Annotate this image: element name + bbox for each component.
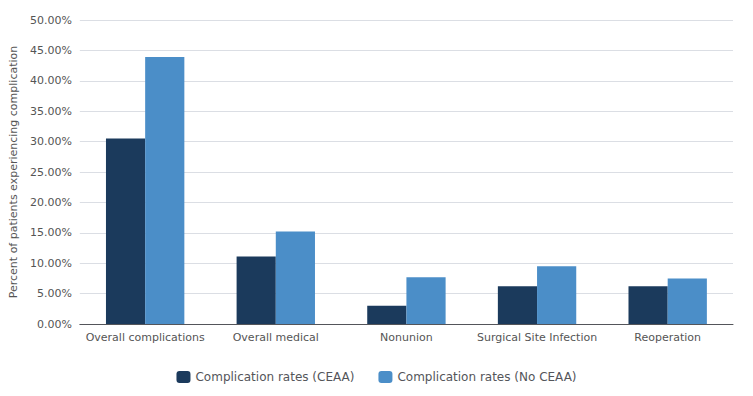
svg-text:Reoperation: Reoperation xyxy=(634,331,701,344)
svg-text:45.00%: 45.00% xyxy=(30,44,72,57)
svg-text:40.00%: 40.00% xyxy=(30,74,72,87)
svg-text:Overall medical: Overall medical xyxy=(233,331,319,344)
svg-text:35.00%: 35.00% xyxy=(30,105,72,118)
svg-text:50.00%: 50.00% xyxy=(30,14,72,27)
svg-text:25.00%: 25.00% xyxy=(30,166,72,179)
svg-text:10.00%: 10.00% xyxy=(30,257,72,270)
svg-text:15.00%: 15.00% xyxy=(30,226,72,239)
svg-text:30.00%: 30.00% xyxy=(30,135,72,148)
svg-text:Surgical Site Infection: Surgical Site Infection xyxy=(477,331,597,344)
svg-text:0.00%: 0.00% xyxy=(37,318,72,331)
svg-text:Percent of patients experienci: Percent of patients experiencing complic… xyxy=(7,46,20,299)
svg-text:Overall complications: Overall complications xyxy=(86,331,205,344)
svg-text:5.00%: 5.00% xyxy=(37,287,72,300)
svg-text:20.00%: 20.00% xyxy=(30,196,72,209)
svg-text:Complication rates (No CEAA): Complication rates (No CEAA) xyxy=(397,370,576,384)
svg-text:Nonunion: Nonunion xyxy=(380,331,433,344)
svg-text:Complication rates (CEAA): Complication rates (CEAA) xyxy=(195,370,354,384)
